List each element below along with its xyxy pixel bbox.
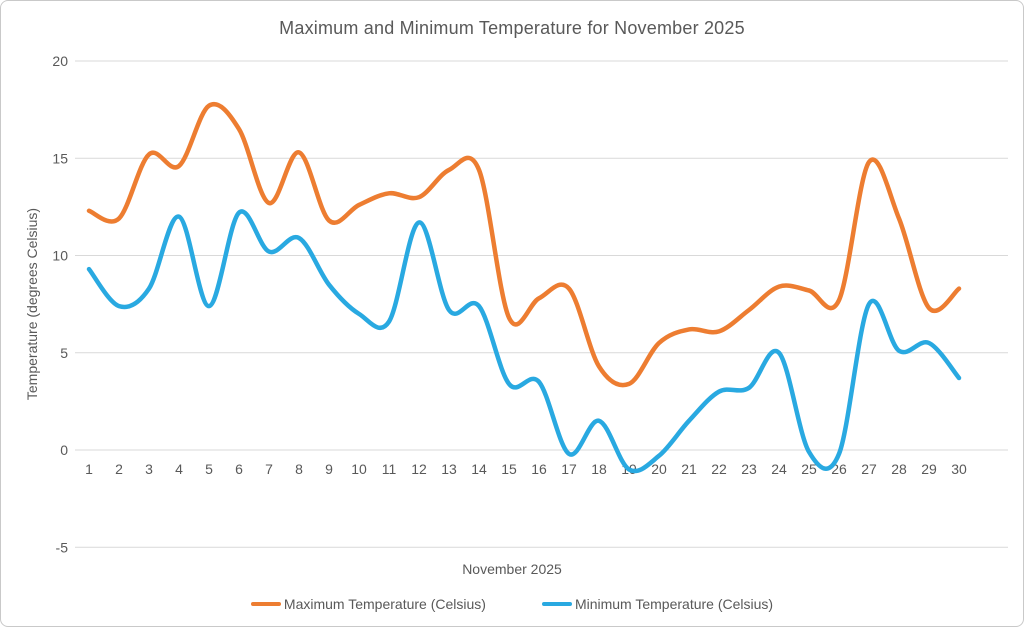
x-tick-label: 7 [265, 461, 273, 477]
x-axis-title: November 2025 [462, 561, 562, 577]
x-tick-label: 6 [235, 461, 243, 477]
x-tick-label: 29 [921, 461, 937, 477]
x-tick-label: 11 [382, 461, 397, 477]
x-tick-label: 30 [951, 461, 967, 477]
x-tick-label: 20 [651, 461, 667, 477]
x-tick-label: 2 [115, 461, 123, 477]
legend-item-max-temperature: Maximum Temperature (Celsius) [250, 596, 486, 612]
x-tick-label: 5 [205, 461, 213, 477]
x-tick-label: 15 [501, 461, 517, 477]
legend: Maximum Temperature (Celsius) Minimum Te… [1, 596, 1023, 612]
x-tick-label: 23 [741, 461, 757, 477]
min-temperature-swatch [541, 601, 572, 607]
legend-label-max-temperature: Maximum Temperature (Celsius) [283, 596, 486, 612]
x-tick-label: 4 [175, 461, 183, 477]
x-tick-label: 1 [85, 461, 93, 477]
legend-item-min-temperature: Minimum Temperature (Celsius) [541, 596, 774, 612]
x-tick-label: 22 [711, 461, 727, 477]
y-tick-label: 10 [52, 248, 68, 264]
y-tick-label: -5 [56, 539, 69, 555]
x-tick-label: 17 [561, 461, 577, 477]
x-tick-label: 10 [351, 461, 367, 477]
x-tick-label: 21 [681, 461, 697, 477]
x-tick-label: 3 [145, 461, 153, 477]
x-tick-label: 8 [295, 461, 303, 477]
min-temperature-line [86, 209, 962, 474]
y-tick-label: 0 [60, 442, 68, 458]
x-tick-label: 12 [411, 461, 427, 477]
x-tick-label: 16 [531, 461, 547, 477]
max-temperature-swatch [250, 601, 281, 607]
x-tick-label: 25 [801, 461, 817, 477]
y-tick-label: 20 [52, 53, 68, 69]
x-tick-label: 9 [325, 461, 333, 477]
max-temperature-line [86, 102, 962, 388]
x-tick-label: 18 [591, 461, 607, 477]
x-tick-label: 13 [441, 461, 457, 477]
y-tick-label: 15 [52, 150, 68, 166]
y-tick-label: 5 [60, 345, 68, 361]
x-tick-label: 28 [891, 461, 907, 477]
x-tick-label: 14 [471, 461, 487, 477]
x-tick-label: 24 [771, 461, 787, 477]
x-tick-label: 27 [861, 461, 877, 477]
legend-label-min-temperature: Minimum Temperature (Celsius) [574, 596, 774, 612]
chart-title: Maximum and Minimum Temperature for Nove… [279, 18, 745, 38]
